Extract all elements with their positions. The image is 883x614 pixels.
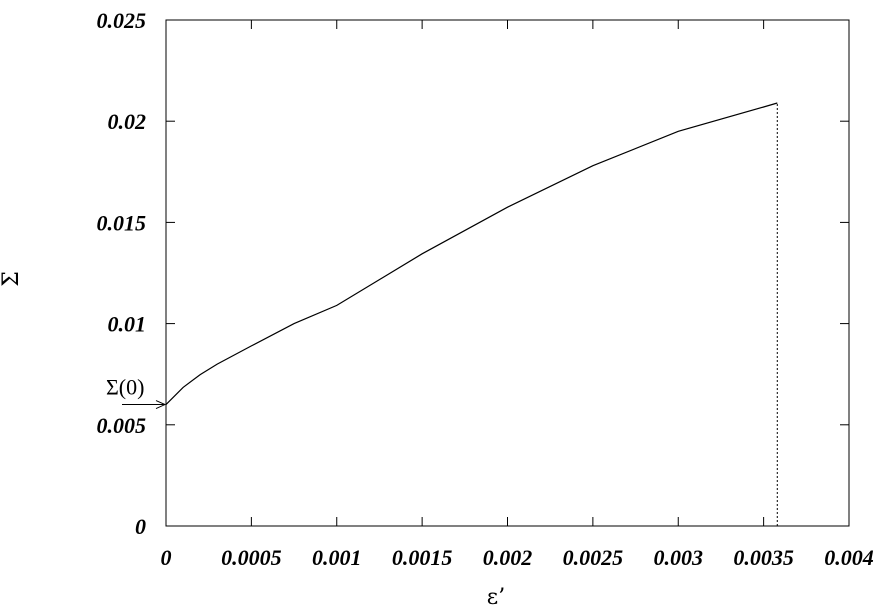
x-tick-label: 0.0015 [392, 545, 453, 570]
y-tick-label: 0.025 [97, 8, 147, 33]
x-tick-labels: 0 0.0005 0.001 0.0015 0.002 0.0025 0.003 0.0035… [161, 545, 874, 570]
x-axis-label: ε’ [487, 585, 505, 610]
y-tick-labels: 0 0.005 0.01 0.015 0.02 0.025 [97, 8, 147, 539]
y-tick-label: 0.02 [108, 109, 147, 134]
plot-frame [165, 19, 850, 527]
x-tick-label: 0.0035 [733, 545, 794, 570]
series-line [165, 102, 778, 406]
y-tick-label: 0.01 [108, 312, 147, 337]
x-tick-label: 0.001 [312, 545, 362, 570]
y-tick-label: 0 [135, 514, 146, 539]
annotation-arrow-head [155, 400, 167, 410]
x-tick-label: 0.004 [824, 545, 874, 570]
x-tick-label: 0.0025 [563, 545, 624, 570]
annotation: Σ(0) [106, 375, 167, 410]
y-axis-label: Σ [0, 271, 24, 287]
axis-ticks [165, 19, 850, 527]
annotation-label: Σ(0) [106, 375, 144, 400]
x-tick-label: 0 [161, 545, 172, 570]
x-tick-label: 0.0005 [221, 545, 282, 570]
x-tick-label: 0.002 [483, 545, 533, 570]
x-tick-label: 0.003 [654, 545, 704, 570]
y-tick-label: 0.005 [97, 413, 147, 438]
y-tick-label: 0.015 [97, 210, 147, 235]
